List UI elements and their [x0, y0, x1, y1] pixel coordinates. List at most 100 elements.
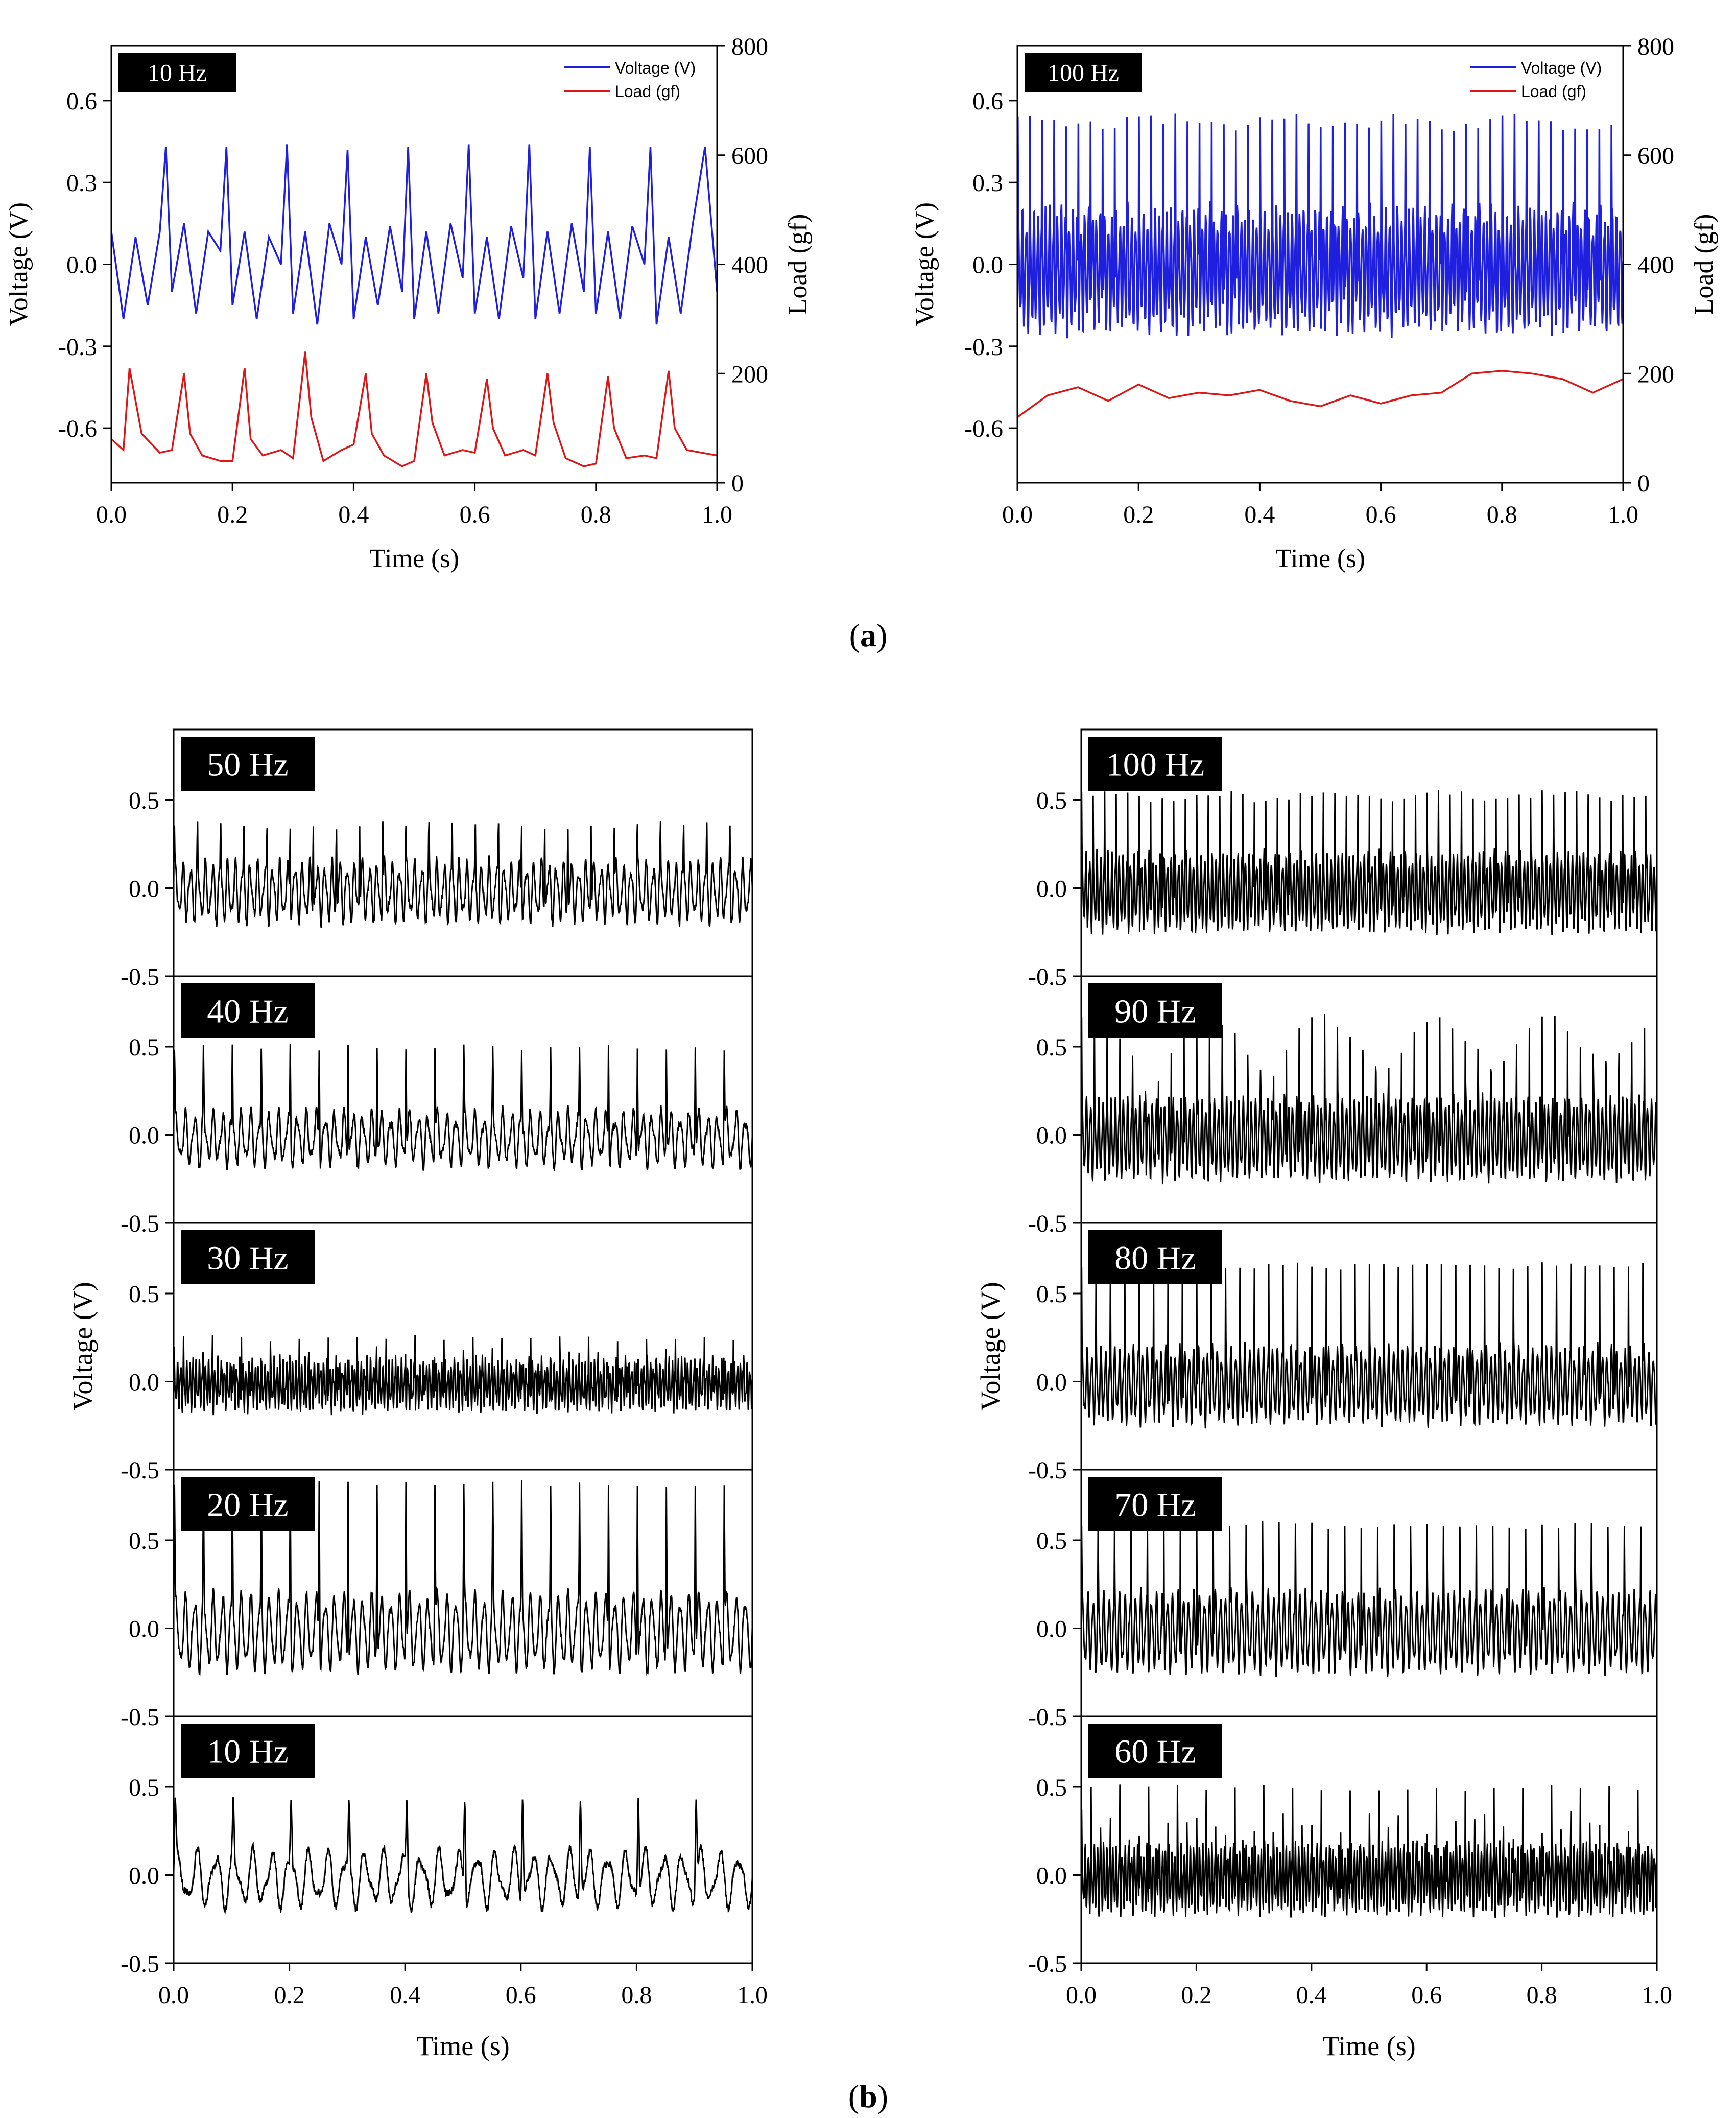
panel-a-chart-0-xtick-label: 0.0 — [96, 501, 127, 528]
panel-a-chart-1-series-1-line — [1017, 370, 1623, 418]
panel-b-right-1-ytick-label: 0.0 — [1036, 1122, 1067, 1149]
panel-b-right-1-plot: -0.5 0.0 0.5 90 Hz — [1028, 975, 1658, 1237]
panel-b-left-1-ytick-label: -0.5 — [121, 1210, 159, 1237]
panel-b-left-0-plot: -0.5 0.0 0.5 50 Hz — [121, 728, 753, 991]
panel-b-letter: b — [859, 2078, 877, 2114]
panel-b-right-2-series-0-line — [1081, 1262, 1657, 1429]
panel-a-chart-1-ytick-label: -0.3 — [964, 334, 1003, 361]
panel-b-left-0-ytick-label: -0.5 — [121, 963, 159, 991]
panel-b-right-4-tag-label: 60 Hz — [1114, 1733, 1196, 1770]
panel-b-right-3-series-0-line — [1081, 1520, 1657, 1678]
panel-b-right-4-ytick-label: -0.5 — [1028, 1950, 1067, 1978]
panel-a-chart-1-legend-label: Voltage (V) — [1521, 59, 1602, 77]
panel-a-chart-1-ylabel: Voltage (V) — [910, 202, 939, 326]
panel-a-chart-0-xtick-label: 1.0 — [702, 501, 732, 528]
panel-b-right-xlabel: Time (s) — [1322, 2031, 1416, 2061]
panel-b-left-0-ytick-label: 0.0 — [129, 876, 159, 903]
panel-a-chart-1-xtick-label: 0.4 — [1244, 501, 1275, 528]
panel-a-letter: a — [860, 617, 876, 653]
panel-a-chart-0-ylabel: Voltage (V) — [4, 202, 33, 326]
panel-b-left-4-series-0-line — [174, 1797, 752, 1915]
panel-a-chart-0-ytick-label: -0.3 — [58, 334, 97, 361]
panel-b-left-4-xtick-label: 0.8 — [621, 1982, 652, 2009]
panel-a-chart-1-y2tick-label: 400 — [1637, 252, 1674, 279]
panel-b-left-1-series-0-line — [174, 1044, 752, 1172]
panel-a-chart-0-legend-label: Load (gf) — [615, 82, 680, 101]
panel-b-left-2-tag-box — [181, 1230, 315, 1284]
panel-a-chart-0-tag-box — [118, 53, 236, 92]
panel-a-chart-0-xtick-label: 0.4 — [338, 501, 369, 528]
panel-b-right-0-tag-box — [1088, 737, 1222, 791]
panel-b-left-3-ytick-label: -0.5 — [121, 1704, 159, 1731]
panel-b-right-3-tag-box — [1088, 1477, 1222, 1531]
panel-a-chart-0-ytick-label: 0.0 — [66, 252, 97, 279]
panel-b-right-2-tag-box — [1088, 1230, 1222, 1284]
panel-b-right-4-xtick-label: 0.8 — [1527, 1982, 1557, 2009]
panel-a-chart-1-legend-label: Load (gf) — [1521, 82, 1586, 101]
panel-b-left-4-tag-label: 10 Hz — [207, 1733, 288, 1770]
panel-b-left-4-xtick-label: 0.4 — [390, 1982, 420, 2009]
panel-b-left-1-tag-box — [181, 983, 315, 1038]
panel-b-right-1-ytick-label: -0.5 — [1028, 1210, 1067, 1237]
panel-b-left-1-ytick-label: 0.0 — [129, 1122, 159, 1149]
panel-b-left-4-xtick-label: 1.0 — [737, 1982, 768, 2009]
panel-b-right-2-plot: -0.5 0.0 0.5 80 Hz — [1028, 1222, 1658, 1484]
panel-a-chart-1-tag-label: 100 Hz — [1048, 60, 1119, 87]
panel-a-chart-0-plot: -0.6 -0.3 0.0 0.3 0.6 0 200 400 600 800 0.0 0.2 0.4 0… — [58, 33, 768, 528]
panel-b-left-4-tag-box — [181, 1724, 315, 1778]
panel-a-chart-1-y2label: Load (gf) — [1690, 214, 1719, 315]
panel-b-left-0-series-0-line — [174, 820, 752, 928]
panel-b-right-4-xtick-label: 0.2 — [1181, 1982, 1211, 2009]
panel-b-right-4-frame — [1080, 1715, 1658, 1964]
panel-b-right-4-plot: -0.5 0.0 0.5 0.0 0.2 0.4 0.6 0.8 1.0 60 Hz — [1028, 1715, 1672, 2009]
panel-a-chart-0-ytick-label: -0.6 — [58, 415, 97, 442]
panel-b-left-xlabel: Time (s) — [416, 2031, 510, 2061]
panel-b-left-2-tag-label: 30 Hz — [207, 1239, 288, 1277]
panel-b-right-4-xtick-label: 0.0 — [1066, 1982, 1097, 2009]
panel-b-right-3-ytick-label: 0.0 — [1036, 1616, 1067, 1643]
panel-b-left-4-ytick-label: 0.5 — [129, 1774, 159, 1801]
panel-a-chart-0-y2tick-label: 200 — [731, 361, 768, 388]
panel-a-chart-0-y2tick-label: 600 — [731, 143, 768, 170]
panel-b-right-2-ytick-label: -0.5 — [1028, 1457, 1067, 1484]
panel-a-chart-0-y2label: Load (gf) — [783, 214, 813, 315]
panel-a-chart-1-y2tick-label: 200 — [1637, 361, 1674, 388]
panel-b-right-1-tag-box — [1088, 983, 1222, 1038]
panel-a-chart-0-series-0-line — [111, 144, 717, 325]
panel-b-left-4-ytick-label: 0.0 — [129, 1863, 159, 1890]
panel-a-chart-1-y2tick-label: 800 — [1637, 33, 1674, 60]
panel-b-left-2-plot: -0.5 0.0 0.5 30 Hz — [121, 1222, 753, 1484]
panel-b-left-3-ytick-label: 0.5 — [129, 1527, 159, 1555]
panel-b-right-4-xtick-label: 0.4 — [1296, 1982, 1327, 2009]
panel-b-right-3-ytick-label: 0.5 — [1036, 1527, 1067, 1555]
panel-a-chart-0-series-1-line — [111, 351, 717, 467]
panel-b-right-ylabel: Voltage (V) — [975, 1282, 1006, 1410]
panel-a-chart-1-y2tick-label: 600 — [1637, 143, 1674, 170]
panel-b-left-0-ytick-label: 0.5 — [129, 787, 159, 814]
panel-a-chart-1-ytick-label: 0.6 — [972, 88, 1003, 115]
panel-a-chart-1-xtick-label: 0.6 — [1366, 501, 1396, 528]
panel-b-left-0-tag-box — [181, 737, 315, 791]
panel-b-right-0-ytick-label: 0.0 — [1036, 876, 1067, 903]
panel-a-chart-0-xtick-label: 0.8 — [581, 501, 611, 528]
panel-a-chart-0-legend-label: Voltage (V) — [615, 59, 696, 77]
panel-b-left-4-xtick-label: 0.2 — [274, 1982, 305, 2009]
panel-b-right-3-plot: -0.5 0.0 0.5 70 Hz — [1028, 1469, 1658, 1731]
panel-b-left-4-frame — [173, 1715, 753, 1964]
panel-b-left-2-series-0-line — [174, 1334, 752, 1416]
panel-b-right-0-series-0-line — [1081, 790, 1657, 935]
panel-b-left-3-plot: -0.5 0.0 0.5 20 Hz — [121, 1469, 753, 1731]
panel-a-chart-0-y2tick-label: 800 — [731, 33, 768, 60]
panel-a-chart-1-tag-box — [1025, 53, 1142, 92]
panel-b-right-2-tag-label: 80 Hz — [1114, 1239, 1196, 1277]
panel-a-chart-1-y2tick-label: 0 — [1637, 470, 1650, 497]
panel-a-chart-0-xtick-label: 0.2 — [217, 501, 248, 528]
panel-a-chart-1-xtick-label: 0.2 — [1123, 501, 1154, 528]
panel-b-left-4-ytick-label: -0.5 — [121, 1950, 159, 1978]
panel-b: -0.5 0.0 0.5 50 Hz -0.5 0.0 0.5 40 Hz -0.5 0.0 0.5… — [67, 728, 1672, 2061]
panel-a-chart-1-xtick-label: 1.0 — [1608, 501, 1638, 528]
panel-a-chart-0-ytick-label: 0.6 — [66, 88, 97, 115]
panel-b-right-1-ytick-label: 0.5 — [1036, 1034, 1067, 1061]
panel-b-left-2-ytick-label: 0.0 — [129, 1369, 159, 1396]
panel-b-right-1-tag-label: 90 Hz — [1114, 993, 1196, 1030]
